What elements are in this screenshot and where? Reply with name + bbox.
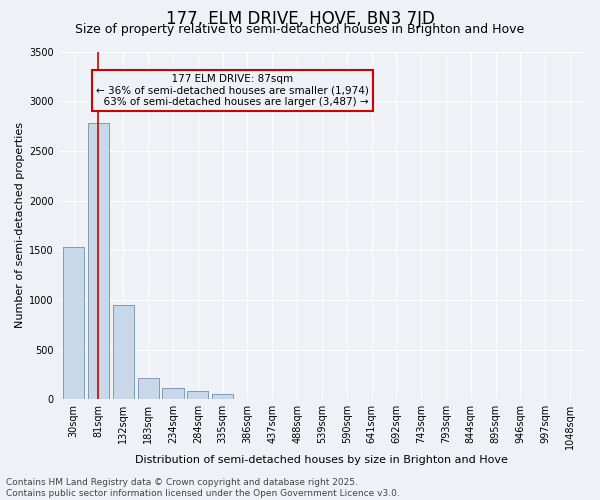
Bar bbox=[88, 123, 109, 400]
X-axis label: Distribution of semi-detached houses by size in Brighton and Hove: Distribution of semi-detached houses by … bbox=[136, 455, 508, 465]
Bar bbox=[237, 398, 258, 400]
Bar bbox=[137, 378, 158, 400]
Y-axis label: Number of semi-detached properties: Number of semi-detached properties bbox=[15, 122, 25, 328]
Bar bbox=[113, 305, 134, 400]
Text: Contains HM Land Registry data © Crown copyright and database right 2025.
Contai: Contains HM Land Registry data © Crown c… bbox=[6, 478, 400, 498]
Text: Size of property relative to semi-detached houses in Brighton and Hove: Size of property relative to semi-detach… bbox=[76, 22, 524, 36]
Bar bbox=[63, 248, 84, 400]
Bar bbox=[212, 394, 233, 400]
Bar bbox=[187, 391, 208, 400]
Text: 177, ELM DRIVE, HOVE, BN3 7JD: 177, ELM DRIVE, HOVE, BN3 7JD bbox=[166, 10, 434, 28]
Text: 177 ELM DRIVE: 87sqm  
← 36% of semi-detached houses are smaller (1,974)
  63% o: 177 ELM DRIVE: 87sqm ← 36% of semi-detac… bbox=[96, 74, 369, 108]
Bar bbox=[163, 388, 184, 400]
